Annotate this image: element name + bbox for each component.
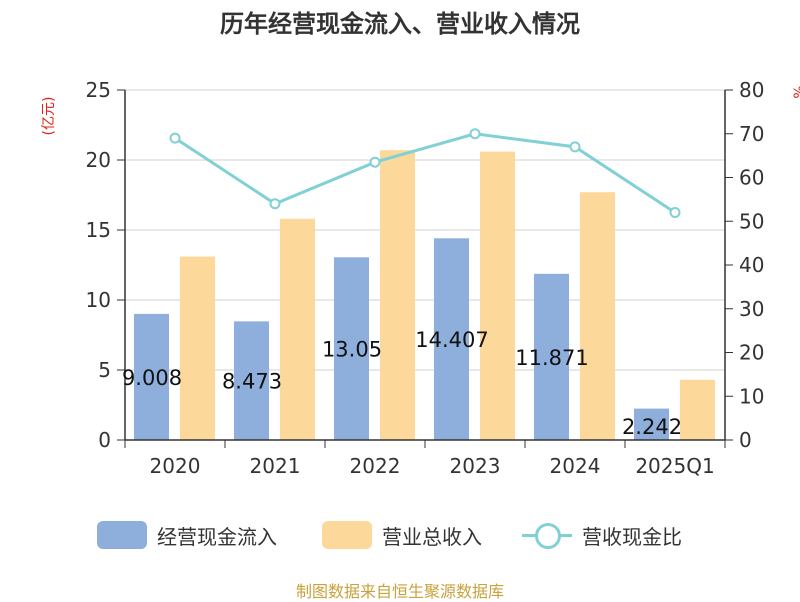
x-tick-label: 2020 xyxy=(150,454,201,478)
bar-revenue xyxy=(680,379,715,440)
left-tick-label: 0 xyxy=(98,428,111,452)
bar-revenue xyxy=(580,192,615,440)
bar-revenue xyxy=(380,150,415,440)
data-label-cash-inflow: 9.008 xyxy=(122,366,182,390)
right-tick-label: 40 xyxy=(739,253,764,277)
bar-cash-inflow xyxy=(434,238,469,440)
right-tick-label: 70 xyxy=(739,122,764,146)
point-cash-ratio xyxy=(169,132,181,144)
legend-label-cash-inflow: 经营现金流入 xyxy=(157,524,277,549)
point-cash-ratio xyxy=(269,198,281,210)
bar-cash-inflow xyxy=(234,321,269,440)
legend-item-cash-inflow[interactable]: 经营现金流入 xyxy=(97,515,277,555)
left-tick-label: 20 xyxy=(86,148,111,172)
right-tick-label: 10 xyxy=(739,384,764,408)
bar-cash-inflow xyxy=(634,408,669,440)
bar-cash-inflow xyxy=(134,313,169,440)
legend-swatch-cash-inflow xyxy=(97,521,147,549)
point-cash-ratio xyxy=(369,156,381,168)
data-label-cash-inflow: 14.407 xyxy=(415,328,488,352)
legend-item-cash-ratio[interactable]: 营收现金比 xyxy=(522,515,682,555)
x-tick-label: 2025Q1 xyxy=(635,454,714,478)
data-label-cash-inflow: 2.242 xyxy=(622,415,682,439)
point-cash-ratio xyxy=(569,141,581,153)
x-tick-label: 2022 xyxy=(350,454,401,478)
right-tick-label: 60 xyxy=(739,166,764,190)
right-tick-label: 50 xyxy=(739,209,764,233)
bar-cash-inflow xyxy=(334,257,369,440)
point-cash-ratio xyxy=(469,128,481,140)
legend-swatch-cash-ratio xyxy=(522,521,572,549)
legend-label-revenue: 营业总收入 xyxy=(382,524,482,549)
data-label-cash-inflow: 8.473 xyxy=(222,370,282,394)
point-cash-ratio xyxy=(669,207,681,218)
x-tick-label: 2024 xyxy=(550,454,601,478)
right-tick-label: 0 xyxy=(739,428,752,452)
right-tick-label: 30 xyxy=(739,297,764,321)
bar-revenue xyxy=(180,256,215,440)
bar-cash-inflow xyxy=(534,273,569,440)
legend: 经营现金流入 营业总收入 营收现金比 xyxy=(0,515,800,555)
legend-item-revenue[interactable]: 营业总收入 xyxy=(322,515,482,555)
right-tick-label: 80 xyxy=(739,78,764,102)
chart-title: 历年经营现金流入、营业收入情况 xyxy=(220,10,580,38)
data-label-cash-inflow: 11.871 xyxy=(515,346,588,370)
bar-revenue xyxy=(280,218,315,440)
left-tick-label: 15 xyxy=(86,218,111,242)
data-label-cash-inflow: 13.05 xyxy=(322,338,382,362)
right-tick-label: 20 xyxy=(739,341,764,365)
x-tick-label: 2021 xyxy=(250,454,301,478)
legend-label-cash-ratio: 营收现金比 xyxy=(582,524,682,549)
legend-swatch-revenue xyxy=(322,521,372,549)
source-note: 制图数据来自恒生聚源数据库 xyxy=(295,582,504,601)
left-tick-label: 10 xyxy=(86,288,111,312)
x-tick-label: 2023 xyxy=(450,454,501,478)
line-cash-ratio xyxy=(174,132,676,214)
left-tick-label: 5 xyxy=(98,358,111,382)
left-tick-label: 25 xyxy=(86,78,111,102)
bar-revenue xyxy=(480,151,515,440)
